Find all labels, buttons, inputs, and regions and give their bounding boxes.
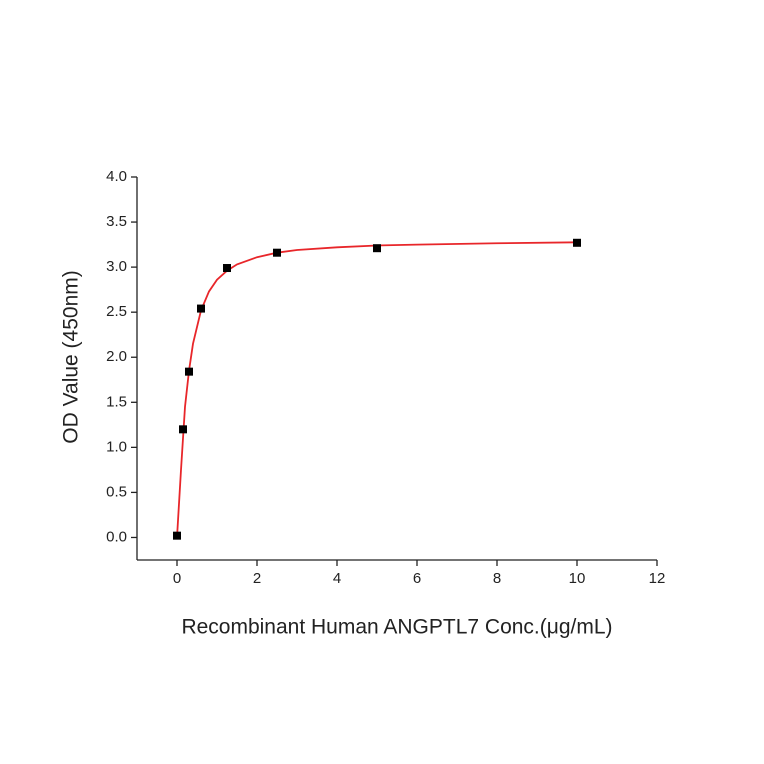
data-point: [197, 304, 205, 313]
y-tick-label: 1.0: [106, 438, 127, 455]
y-tick-label: 4.0: [106, 168, 127, 185]
y-axis-label: OD Value (450nm): [60, 270, 83, 444]
fit-curve: [176, 241, 578, 538]
data-point: [273, 248, 281, 257]
y-tick-label: 2.5: [106, 303, 127, 320]
x-axis-label: Recombinant Human ANGPTL7 Conc.(μg/mL): [181, 616, 612, 639]
y-tick-label: 0.0: [106, 528, 127, 545]
y-tick-label: 0.5: [106, 483, 127, 500]
y-tick-label: 3.5: [106, 213, 127, 230]
y-tick-label: 2.0: [106, 348, 127, 365]
x-tick-label: 12: [649, 570, 666, 587]
data-point: [223, 264, 231, 273]
data-point: [573, 238, 581, 247]
y-tick-label: 1.5: [106, 393, 127, 410]
x-tick-label: 10: [569, 570, 586, 587]
y-tick-label: 3.0: [106, 258, 127, 275]
data-point: [179, 425, 187, 434]
x-tick-label: 4: [333, 570, 341, 587]
data-point: [173, 531, 181, 540]
x-tick-label: 6: [413, 570, 421, 587]
x-tick-label: 2: [253, 570, 261, 587]
x-tick-label: 8: [493, 570, 501, 587]
data-point: [373, 244, 381, 253]
x-tick-label: 0: [173, 570, 181, 587]
data-point: [185, 367, 193, 376]
